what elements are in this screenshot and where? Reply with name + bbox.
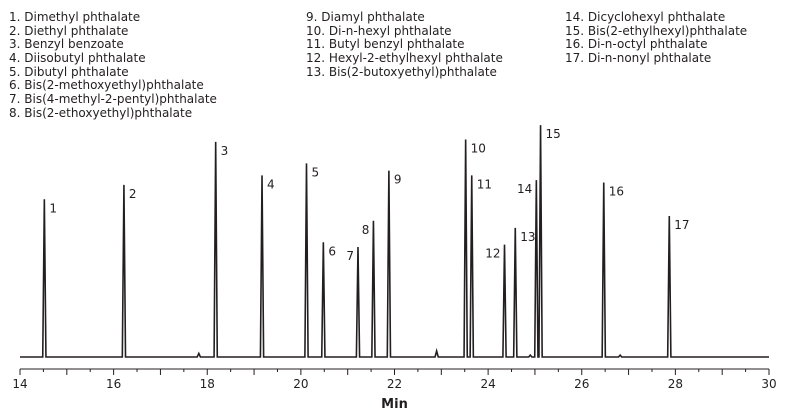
legend-entry: 17. Di-n-nonyl phthalate [565,51,712,66]
peak-label: 17 [674,218,689,232]
x-tick-label: 26 [574,377,589,391]
legend-entry: 8. Bis(2-ethoxyethyl)phthalate [9,105,193,120]
x-tick-label: 30 [761,377,776,391]
peak-label: 4 [267,177,275,191]
peak-label: 3 [221,144,229,158]
legend-entry: 15. Bis(2-ethylhexyl)phthalate [565,23,748,38]
peak-label: 15 [546,127,561,141]
legend-entry: 6. Bis(2-methoxyethyl)phthalate [9,78,204,93]
peak-label: 5 [311,165,319,179]
legend-entry: 9. Diamyl phthalate [306,10,425,24]
peak-label: 8 [362,223,370,237]
legend-column-1: 1. Dimethyl phthalate 2. Diethyl phthalat… [9,10,217,121]
peak-label: 12 [485,247,500,261]
x-tick-label: 14 [12,377,27,391]
x-tick-label: 28 [668,377,683,391]
legend-column-3: 14. Dicyclohexyl phthalate 15. Bis(2-ethy… [565,10,748,66]
chromatogram-trace [20,125,769,358]
peak-label: 6 [328,244,336,258]
x-tick-label: 22 [387,377,402,391]
legend-entry: 11. Butyl benzyl phthalate [306,37,465,52]
x-axis-title: Min [381,397,408,412]
peak-label: 16 [609,185,624,199]
legend-entry: 3. Benzyl benzoate [9,37,124,52]
legend-entry: 7. Bis(4-methyl-2-pentyl)phthalate [9,92,217,107]
peak-label: 14 [517,182,532,196]
peak-label: 11 [477,177,492,191]
x-tick-group: 14 16 18 20 22 24 26 28 30 [12,369,777,391]
legend-entry: 13. Bis(2-butoxyethyl)phthalate [306,64,497,79]
peak-label: 10 [471,142,486,156]
legend-column-2: 9. Diamyl phthalate 10. Di-n-hexyl phthal… [306,10,503,79]
peak-label: 13 [520,230,535,244]
peak-label: 7 [346,249,354,263]
x-tick-label: 16 [106,377,121,391]
legend-entry: 16. Di-n-octyl phthalate [565,37,708,52]
x-tick-label: 20 [293,377,308,391]
legend-entry: 1. Dimethyl phthalate [9,10,141,24]
peak-label: 1 [49,201,57,215]
x-tick-label: 18 [200,377,215,391]
legend-entry: 5. Dibutyl phthalate [9,64,129,79]
legend-entry: 14. Dicyclohexyl phthalate [565,10,726,24]
peak-label: 9 [394,173,402,187]
legend-entry: 2. Diethyl phthalate [9,23,129,38]
legend-entry: 4. Diisobutyl phthalate [9,51,146,66]
legend-entry: 10. Di-n-hexyl phthalate [306,23,452,38]
x-tick-label: 24 [480,377,495,391]
legend-entry: 12. Hexyl-2-ethylhexyl phthalate [306,51,503,66]
peak-label: 2 [129,187,137,201]
